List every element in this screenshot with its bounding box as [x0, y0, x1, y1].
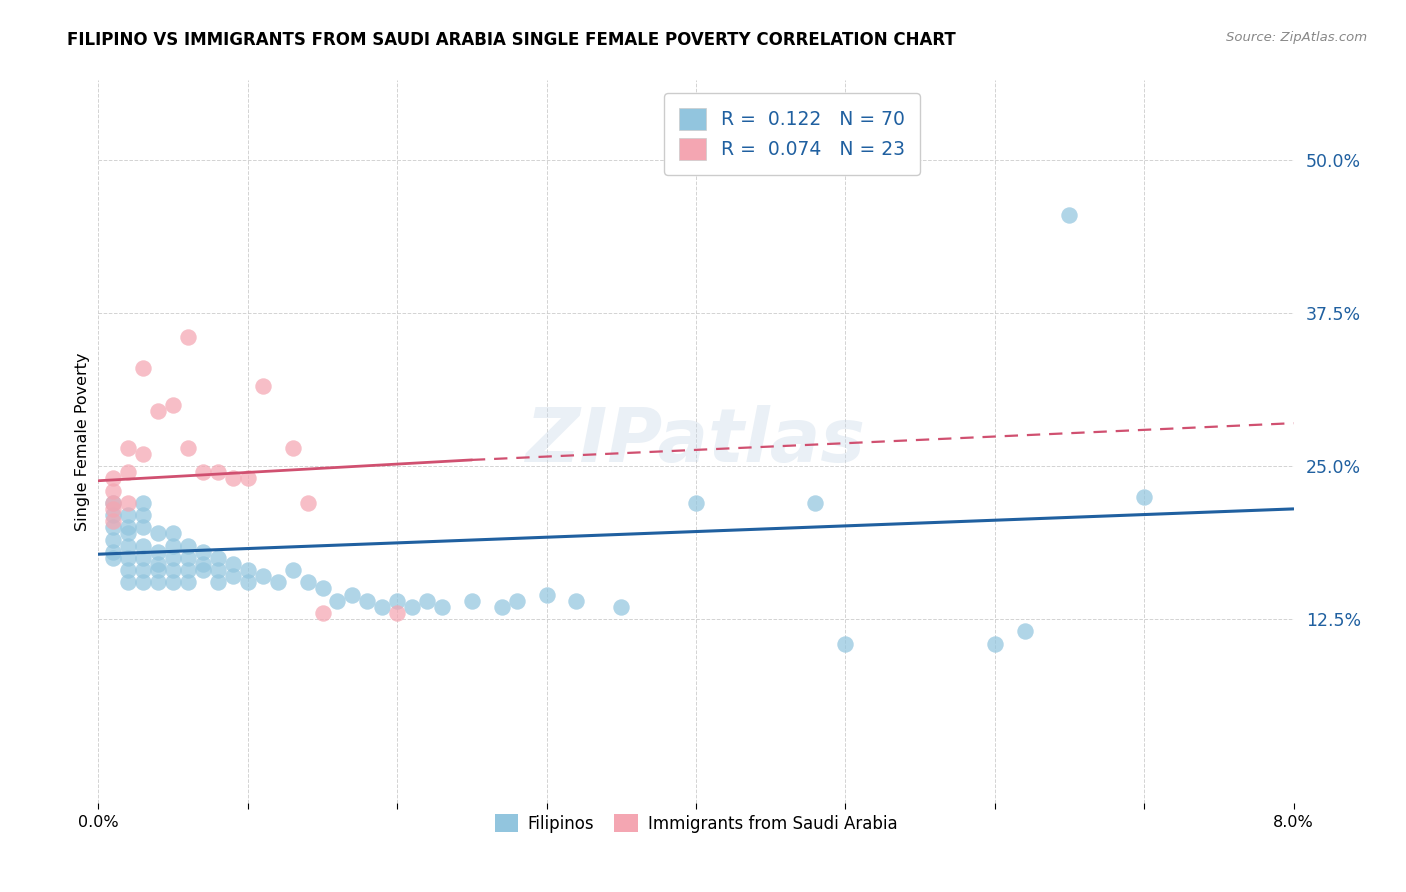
- Point: [117, 508, 139, 522]
- Point: [1059, 208, 1081, 222]
- Point: [148, 404, 170, 418]
- Point: [177, 330, 200, 344]
- Text: Source: ZipAtlas.com: Source: ZipAtlas.com: [1226, 31, 1367, 45]
- Point: [117, 575, 139, 590]
- Point: [148, 545, 170, 559]
- Point: [132, 575, 155, 590]
- Point: [117, 496, 139, 510]
- Point: [103, 496, 125, 510]
- Point: [132, 563, 155, 577]
- Point: [207, 550, 229, 565]
- Point: [191, 545, 214, 559]
- Point: [162, 550, 184, 565]
- Point: [103, 471, 125, 485]
- Point: [117, 465, 139, 479]
- Point: [103, 550, 125, 565]
- Point: [207, 563, 229, 577]
- Point: [1014, 624, 1036, 639]
- Point: [117, 441, 139, 455]
- Point: [148, 575, 170, 590]
- Point: [326, 593, 349, 607]
- Legend: Filipinos, Immigrants from Saudi Arabia: Filipinos, Immigrants from Saudi Arabia: [488, 807, 904, 839]
- Point: [162, 398, 184, 412]
- Point: [191, 557, 214, 571]
- Point: [132, 520, 155, 534]
- Point: [804, 496, 827, 510]
- Point: [281, 441, 304, 455]
- Point: [430, 599, 453, 614]
- Point: [207, 575, 229, 590]
- Point: [117, 539, 139, 553]
- Point: [117, 550, 139, 565]
- Point: [132, 447, 155, 461]
- Point: [162, 539, 184, 553]
- Point: [177, 539, 200, 553]
- Point: [236, 563, 259, 577]
- Point: [207, 465, 229, 479]
- Text: ZIPatlas: ZIPatlas: [526, 405, 866, 478]
- Point: [103, 545, 125, 559]
- Point: [191, 563, 214, 577]
- Point: [162, 575, 184, 590]
- Point: [311, 582, 333, 596]
- Point: [236, 471, 259, 485]
- Point: [297, 575, 319, 590]
- Point: [236, 575, 259, 590]
- Point: [401, 599, 423, 614]
- Point: [267, 575, 290, 590]
- Point: [536, 588, 558, 602]
- Point: [565, 593, 588, 607]
- Point: [297, 496, 319, 510]
- Point: [506, 593, 529, 607]
- Point: [132, 550, 155, 565]
- Point: [984, 637, 1007, 651]
- Point: [222, 471, 245, 485]
- Point: [342, 588, 364, 602]
- Point: [222, 557, 245, 571]
- Point: [356, 593, 378, 607]
- Point: [311, 606, 333, 620]
- Point: [177, 575, 200, 590]
- Point: [103, 520, 125, 534]
- Point: [371, 599, 394, 614]
- Point: [117, 520, 139, 534]
- Point: [162, 526, 184, 541]
- Point: [252, 569, 274, 583]
- Point: [103, 502, 125, 516]
- Point: [252, 379, 274, 393]
- Point: [148, 563, 170, 577]
- Point: [132, 539, 155, 553]
- Point: [491, 599, 513, 614]
- Point: [834, 637, 856, 651]
- Point: [177, 563, 200, 577]
- Point: [103, 514, 125, 528]
- Point: [103, 533, 125, 547]
- Point: [162, 563, 184, 577]
- Point: [191, 465, 214, 479]
- Point: [281, 563, 304, 577]
- Point: [1133, 490, 1156, 504]
- Point: [385, 593, 409, 607]
- Point: [416, 593, 439, 607]
- Point: [685, 496, 707, 510]
- Text: FILIPINO VS IMMIGRANTS FROM SAUDI ARABIA SINGLE FEMALE POVERTY CORRELATION CHART: FILIPINO VS IMMIGRANTS FROM SAUDI ARABIA…: [67, 31, 956, 49]
- Y-axis label: Single Female Poverty: Single Female Poverty: [75, 352, 90, 531]
- Point: [103, 483, 125, 498]
- Point: [385, 606, 409, 620]
- Point: [461, 593, 484, 607]
- Point: [103, 508, 125, 522]
- Point: [222, 569, 245, 583]
- Point: [132, 496, 155, 510]
- Point: [117, 526, 139, 541]
- Point: [132, 361, 155, 376]
- Point: [148, 557, 170, 571]
- Point: [177, 441, 200, 455]
- Point: [148, 526, 170, 541]
- Point: [117, 563, 139, 577]
- Point: [103, 496, 125, 510]
- Point: [132, 508, 155, 522]
- Point: [610, 599, 633, 614]
- Point: [177, 550, 200, 565]
